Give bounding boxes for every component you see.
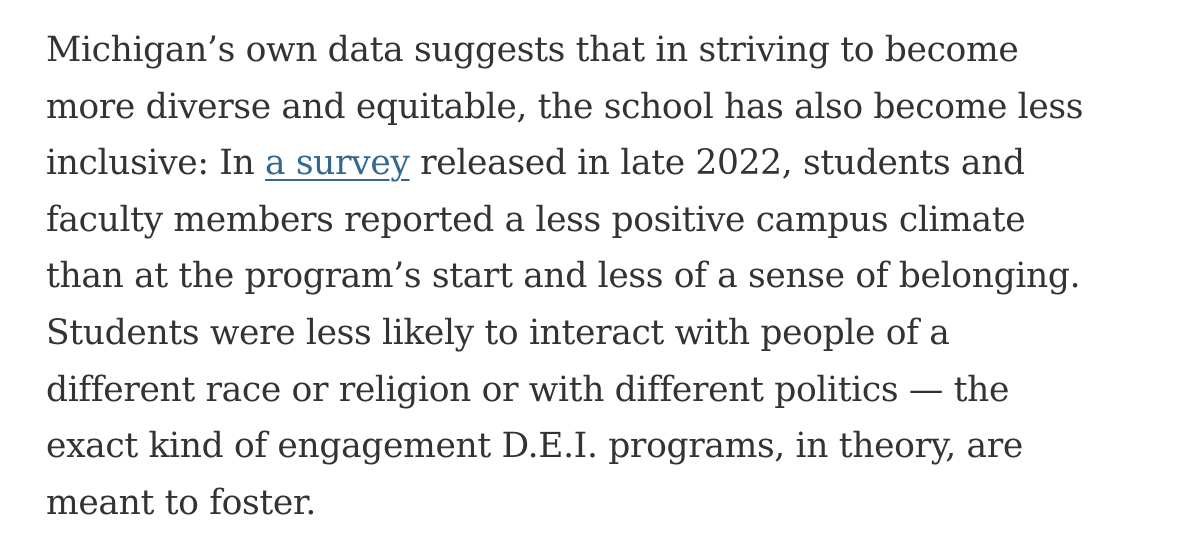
paragraph-text: inclusive: In [46, 143, 265, 184]
paragraph-line-2: more diverse and equitable, the school h… [46, 86, 1084, 127]
paragraph-line-4: faculty members reported a less positive… [46, 199, 1026, 240]
article-paragraph: Michigan’s own data suggests that in str… [46, 22, 1156, 531]
paragraph-line-1: Michigan’s own data suggests that in str… [46, 30, 1019, 70]
article-body: Michigan’s own data suggests that in str… [46, 22, 1156, 531]
paragraph-line-6: Students were less likely to interact wi… [46, 312, 950, 353]
paragraph-line-9: meant to foster. [46, 482, 316, 523]
paragraph-line-8: exact kind of engagement D.E.I. programs… [46, 426, 1023, 467]
paragraph-line-7: different race or religion or with diffe… [46, 369, 1010, 410]
survey-link[interactable]: a survey [264, 143, 410, 184]
paragraph-text: released in late 2022, students and [409, 143, 1025, 184]
paragraph-line-3: inclusive: In a survey released in late … [46, 135, 1156, 192]
paragraph-line-5: than at the program’s start and less of … [46, 256, 1081, 297]
